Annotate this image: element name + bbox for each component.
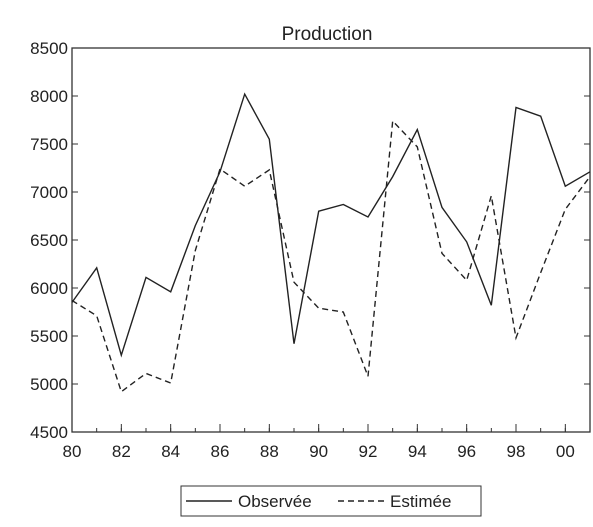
legend-box [180, 485, 482, 517]
series-line-estimee [71, 119, 591, 393]
y-tick-label: 6000 [30, 279, 68, 298]
x-tick-label: 98 [507, 442, 526, 461]
y-tick-label: 5000 [30, 375, 68, 394]
y-tick-label: 8000 [30, 87, 68, 106]
x-tick-label: 82 [112, 442, 131, 461]
legend: Observée Estimée [180, 485, 482, 517]
x-tick-label: 80 [63, 442, 82, 461]
y-tick-label: 7500 [30, 135, 68, 154]
x-tick-label: 96 [457, 442, 476, 461]
x-tick-label: 90 [309, 442, 328, 461]
x-tick-label: 86 [211, 442, 230, 461]
y-tick-label: 8500 [30, 39, 68, 58]
x-tick-label: 00 [556, 442, 575, 461]
chart-title: Production [282, 24, 373, 45]
legend-label: Observée [238, 492, 312, 511]
series-line-observee [71, 92, 591, 358]
y-tick-label: 4500 [30, 423, 68, 442]
x-tick-label: 88 [260, 442, 279, 461]
x-tick-label: 92 [359, 442, 378, 461]
x-tick-label: 94 [408, 442, 427, 461]
x-axis: 80 82 84 86 88 90 92 94 96 98 00 [63, 424, 591, 461]
y-tick-label: 6500 [30, 231, 68, 250]
y-tick-label: 5500 [30, 327, 68, 346]
y-tick-label: 7000 [30, 183, 68, 202]
y-axis: 4500 5000 5500 6000 6500 7000 7500 8000 8500 [30, 39, 590, 442]
series-layer [71, 92, 591, 393]
legend-label: Estimée [390, 492, 451, 511]
x-tick-label: 84 [161, 442, 180, 461]
